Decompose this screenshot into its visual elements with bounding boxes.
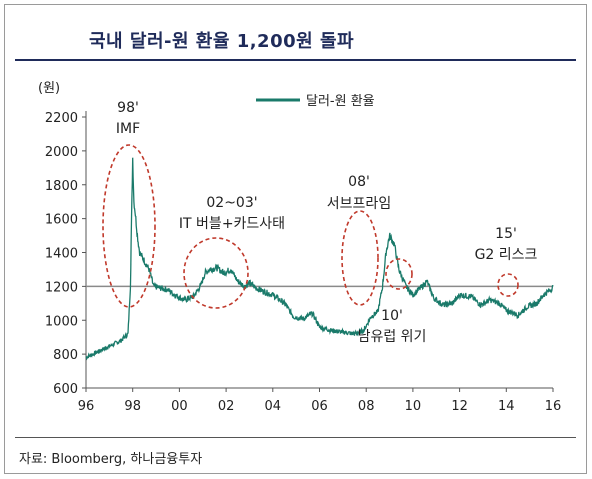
chart-frame: 국내 달러-원 환율 1,200원 돌파 자료: Bloomberg, 하나금융… [4, 4, 587, 474]
series-line-usd-krw [85, 157, 554, 361]
annotation-bubble-year: 02~03' [206, 195, 257, 211]
x-tick-label: 16 [545, 399, 562, 414]
title-rule [15, 59, 576, 61]
y-unit-label: (원) [38, 81, 60, 96]
eurozone-ellipse [385, 258, 413, 290]
annotation-imf-label: IMF [116, 121, 140, 137]
y-tick-label: 1200 [45, 280, 78, 295]
annotation-g2-label: G2 리스크 [475, 247, 538, 263]
y-tick-label: 2200 [45, 111, 78, 126]
annotation-eurozone-label: 남유럽 위기 [358, 329, 427, 345]
x-tick-label: 14 [498, 399, 515, 414]
g2-ellipse [497, 273, 519, 297]
annotation-g2-year: 15' [495, 226, 517, 242]
y-tick-label: 1000 [45, 314, 78, 329]
x-tick-label: 06 [311, 399, 328, 414]
annotation-subprime-year: 08' [348, 174, 370, 190]
legend-label: 달러-원 환율 [306, 94, 375, 109]
annotation-subprime-label: 서브프라임 [327, 196, 391, 212]
x-tick-label: 96 [78, 399, 95, 414]
source-rule [15, 437, 576, 438]
x-tick-label: 08 [358, 399, 375, 414]
annotation-eurozone-year: 10' [381, 308, 403, 324]
y-tick-label: 1800 [45, 179, 78, 194]
y-tick-label: 1600 [45, 213, 78, 228]
y-tick-label: 1400 [45, 247, 78, 262]
x-tick-label: 04 [265, 399, 282, 414]
y-tick-label: 600 [53, 382, 78, 397]
annotation-imf-year: 98' [117, 100, 139, 116]
subprime-ellipse [341, 210, 379, 306]
chart-title: 국내 달러-원 환율 1,200원 돌파 [89, 31, 355, 52]
y-tick-label: 800 [53, 348, 78, 363]
bubble-ellipse [183, 237, 249, 309]
x-tick-label: 98 [124, 399, 141, 414]
x-tick-label: 00 [171, 399, 188, 414]
source-note: 자료: Bloomberg, 하나금융투자 [19, 452, 203, 467]
y-tick-label: 2000 [45, 145, 78, 160]
x-tick-label: 12 [451, 399, 468, 414]
annotation-bubble-label: IT 버블+카드사태 [179, 216, 285, 232]
x-tick-label: 10 [405, 399, 422, 414]
imf-ellipse [102, 144, 156, 308]
x-tick-label: 02 [218, 399, 235, 414]
